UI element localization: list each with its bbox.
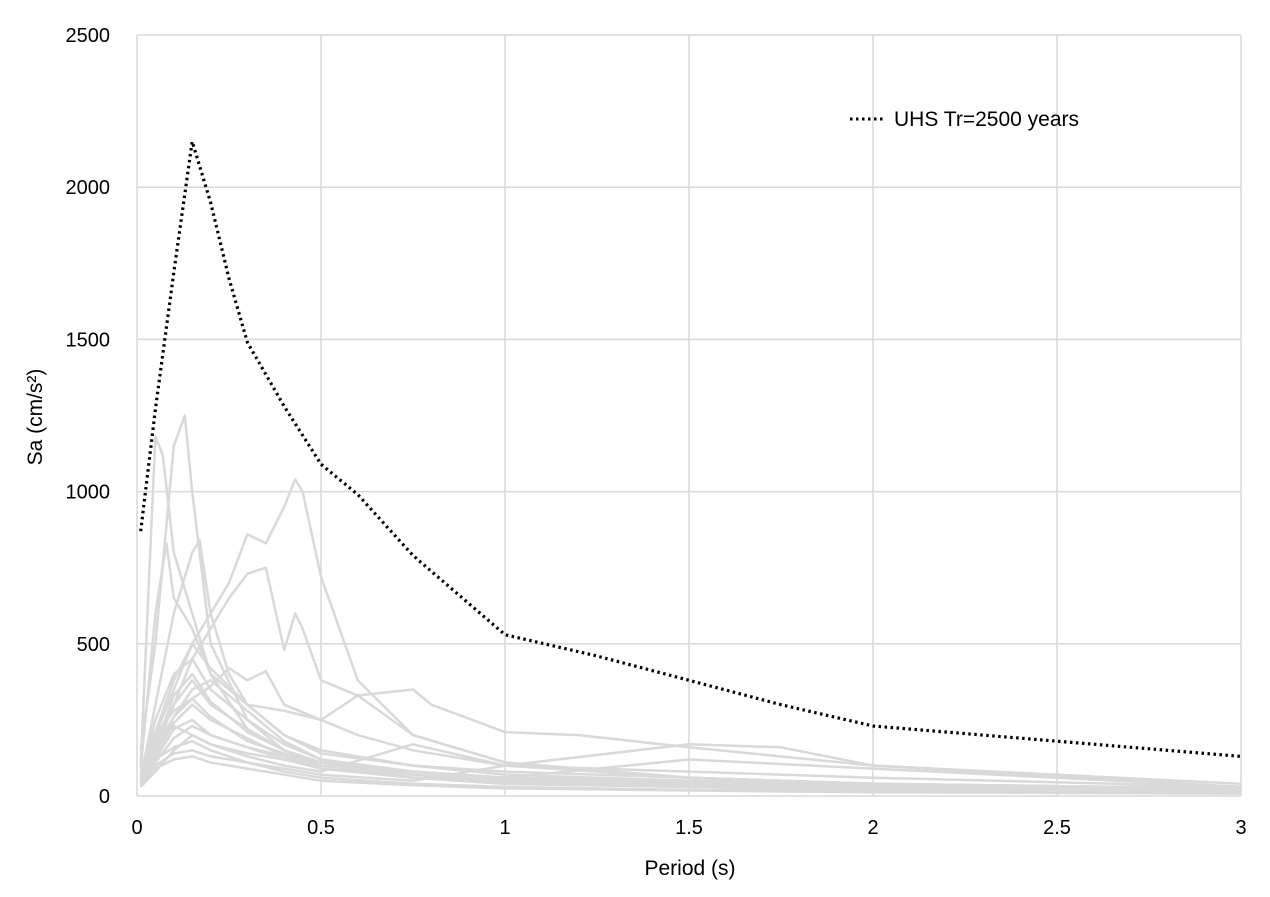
record-spectrum-line <box>139 755 1242 795</box>
grid <box>136 34 1242 797</box>
record-spectrum-line <box>139 679 1242 792</box>
x-tick-label: 1.5 <box>675 817 703 839</box>
y-tick-label: 500 <box>77 634 110 656</box>
y-axis-title: Sa (cm/s²) <box>24 369 47 466</box>
uhs-series <box>139 141 1242 758</box>
uhs-line <box>139 141 1242 758</box>
y-tick-labels: 0 500 1000 1500 2000 2500 <box>66 25 111 808</box>
record-spectrum-line <box>139 414 1242 792</box>
record-spectrum-line <box>139 666 1242 786</box>
record-spectrum-line <box>139 724 1242 794</box>
x-tick-label: 2 <box>867 817 878 839</box>
x-axis-title: Period (s) <box>644 857 735 880</box>
record-spectrum-line <box>139 642 1242 790</box>
x-tick-label: 0.5 <box>307 817 335 839</box>
record-spectrum-line <box>139 435 1242 793</box>
y-tick-label: 1000 <box>66 482 111 504</box>
record-spectrum-line <box>139 566 1242 790</box>
record-spectrum-line <box>139 539 1242 789</box>
record-spectrum-line <box>139 739 1242 789</box>
legend-label-uhs: UHS Tr=2500 years <box>894 108 1079 131</box>
y-tick-label: 2500 <box>66 25 111 47</box>
legend: UHS Tr=2500 years <box>850 108 1079 131</box>
x-tick-label: 2.5 <box>1043 817 1071 839</box>
x-tick-labels: 0 0.5 1 1.5 2 2.5 3 <box>131 817 1246 839</box>
y-tick-label: 2000 <box>66 177 111 199</box>
record-spectra <box>139 414 1242 795</box>
record-spectrum-line <box>139 672 1242 792</box>
x-tick-label: 0 <box>131 817 142 839</box>
x-tick-label: 1 <box>499 817 510 839</box>
y-tick-label: 0 <box>99 786 110 808</box>
record-spectrum-line <box>139 733 1242 792</box>
y-tick-label: 1500 <box>66 329 111 351</box>
x-tick-label: 3 <box>1235 817 1246 839</box>
